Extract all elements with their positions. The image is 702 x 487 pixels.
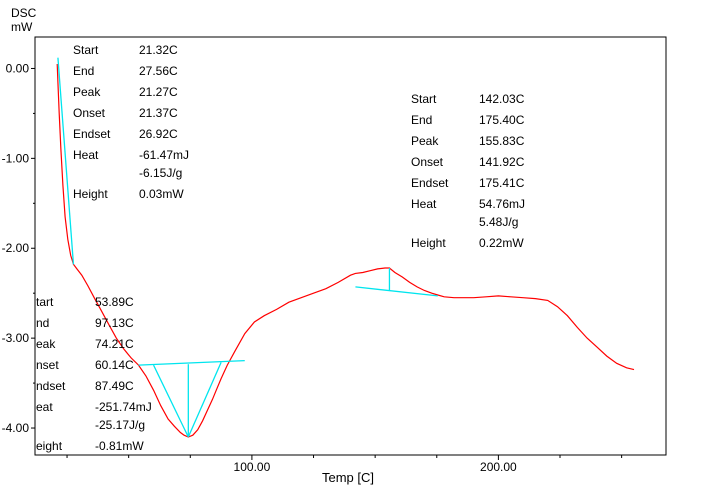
ann-key: Onset (73, 106, 106, 120)
x-tick-label: 200.00 (480, 460, 517, 474)
y-tick-label: -3.00 (2, 331, 30, 345)
baseline (355, 286, 438, 297)
ann-value: 142.03C (479, 92, 525, 106)
ann-key: Height (73, 187, 108, 201)
y-tick-label: -2.00 (2, 241, 30, 255)
ann-key: ndset (36, 379, 66, 393)
ann-key: Peak (73, 85, 101, 99)
ann-value: 74.21C (95, 337, 134, 351)
ann-key: End (411, 113, 433, 127)
ann-value-2: -6.15J/g (139, 166, 183, 180)
ann-value: 0.22mW (479, 236, 524, 250)
ann-value: 21.37C (139, 106, 178, 120)
ann-key: Start (73, 43, 99, 57)
ann-value: 87.49C (95, 379, 134, 393)
ann-value: 26.92C (139, 127, 178, 141)
ann-value: 97.13C (95, 316, 134, 330)
ann-value: 141.92C (479, 155, 525, 169)
ann-value: 175.40C (479, 113, 525, 127)
plot-frame (34, 36, 667, 456)
ann-key: Endset (73, 127, 111, 141)
y-tick-label: -1.00 (2, 151, 30, 165)
ann-value-2: 5.48J/g (479, 215, 519, 229)
ann-key: Peak (411, 134, 439, 148)
x-axis-title: Temp [C] (322, 470, 374, 485)
tangent-line (187, 362, 222, 438)
ann-key: nset (36, 358, 59, 372)
ann-key: Start (411, 92, 437, 106)
ann-value: -61.47mJ (139, 148, 190, 162)
y-axis-unit: mW (11, 20, 33, 34)
dsc-curve (56, 63, 635, 438)
ann-key: Onset (411, 155, 444, 169)
ann-value: 0.03mW (139, 187, 184, 201)
ann-value: 155.83C (479, 134, 525, 148)
tangent-line (152, 364, 189, 438)
ann-key: eak (36, 337, 56, 351)
x-tick-label: 100.00 (234, 460, 271, 474)
ann-key: Heat (411, 197, 437, 211)
ann-key: Height (411, 236, 446, 250)
ann-key: tart (36, 295, 54, 309)
baseline (138, 359, 245, 366)
ann-value: -251.74mJ (95, 400, 152, 414)
y-tick-label: 0.00 (6, 61, 30, 75)
ann-value: 60.14C (95, 358, 134, 372)
ann-key: End (73, 64, 95, 78)
ann-key: eight (36, 439, 63, 453)
y-axis-title: DSC (11, 6, 37, 20)
ann-value: 53.89C (95, 295, 134, 309)
ann-value: -0.81mW (95, 439, 144, 453)
ann-key: nd (36, 316, 50, 330)
ann-value: 21.32C (139, 43, 178, 57)
ann-value: 175.41C (479, 176, 525, 190)
ann-value: 27.56C (139, 64, 178, 78)
ann-value-2: -25.17J/g (95, 418, 146, 432)
y-tick-label: -4.00 (2, 421, 30, 435)
ann-key: Endset (411, 176, 449, 190)
ann-value: 21.27C (139, 85, 178, 99)
baseline (57, 57, 75, 265)
ann-value: 54.76mJ (479, 197, 526, 211)
ann-key: eat (36, 400, 53, 414)
ann-key: Heat (73, 148, 99, 162)
